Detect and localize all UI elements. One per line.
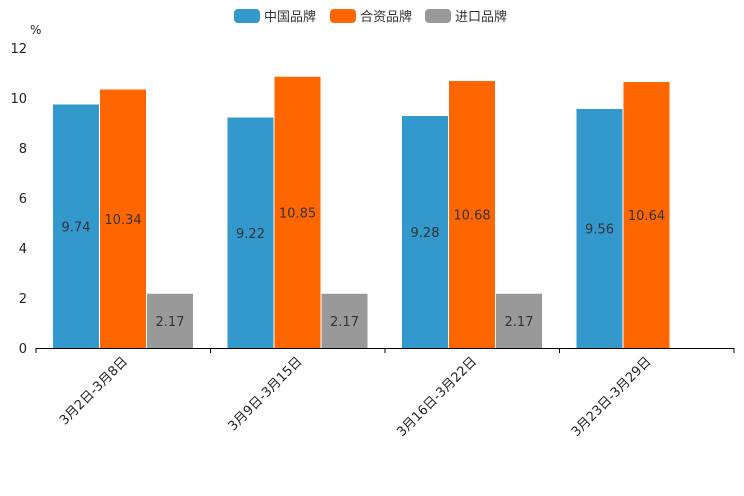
- bar: [147, 293, 193, 348]
- y-axis-unit: %: [30, 23, 41, 37]
- x-category-label: 3月16日-3月22日: [394, 354, 480, 440]
- x-category-label: 3月23日-3月29日: [569, 354, 655, 440]
- y-tick-label: 2: [19, 292, 27, 307]
- bar: [623, 82, 670, 348]
- data-label: 10.68: [453, 209, 490, 224]
- data-label: 9.22: [236, 227, 265, 242]
- data-label: 2.17: [156, 315, 185, 330]
- y-tick-label: 10: [10, 92, 27, 107]
- x-category-label: 3月9日-3月15日: [226, 354, 306, 434]
- bars: [53, 76, 670, 348]
- y-tick-label: 8: [19, 142, 27, 157]
- bar: [274, 76, 321, 348]
- y-tick-label: 4: [19, 242, 27, 257]
- bar: [53, 104, 99, 348]
- data-label: 10.64: [628, 209, 665, 224]
- data-label: 9.56: [585, 223, 614, 238]
- y-tick-label: 6: [19, 192, 27, 207]
- data-label: 9.28: [411, 226, 440, 241]
- data-label: 2.17: [330, 315, 359, 330]
- data-label: 2.17: [505, 315, 534, 330]
- bar: [402, 116, 448, 348]
- legend-label: 中国品牌: [264, 9, 316, 25]
- bar: [576, 109, 623, 348]
- legend-label: 合资品牌: [360, 9, 412, 25]
- y-axis-ticks: 0 2 4 6 8 10 12: [10, 42, 27, 357]
- data-label: 9.74: [62, 220, 91, 235]
- bar: [449, 81, 495, 348]
- legend-swatch: [234, 9, 260, 23]
- x-axis-ticks: 3月2日-3月8日 3月9日-3月15日 3月16日-3月22日 3月23日-3月29…: [35, 348, 735, 440]
- bar: [227, 117, 274, 348]
- y-tick-label: 12: [10, 42, 27, 57]
- x-category-label: 3月2日-3月8日: [57, 354, 131, 428]
- bar: [100, 89, 146, 348]
- y-tick-label: 0: [19, 342, 27, 357]
- legend: 中国品牌 合资品牌 进口品牌: [234, 9, 507, 25]
- legend-swatch: [425, 9, 451, 23]
- legend-label: 进口品牌: [455, 9, 507, 25]
- data-labels: 9.74 9.22 9.28 9.56 10.34 10.85 10.68 10.64 2.17…: [62, 206, 666, 330]
- bar: [496, 293, 542, 348]
- legend-swatch: [330, 9, 356, 23]
- data-label: 10.85: [279, 206, 316, 221]
- bar: [321, 293, 368, 348]
- data-label: 10.34: [104, 213, 141, 228]
